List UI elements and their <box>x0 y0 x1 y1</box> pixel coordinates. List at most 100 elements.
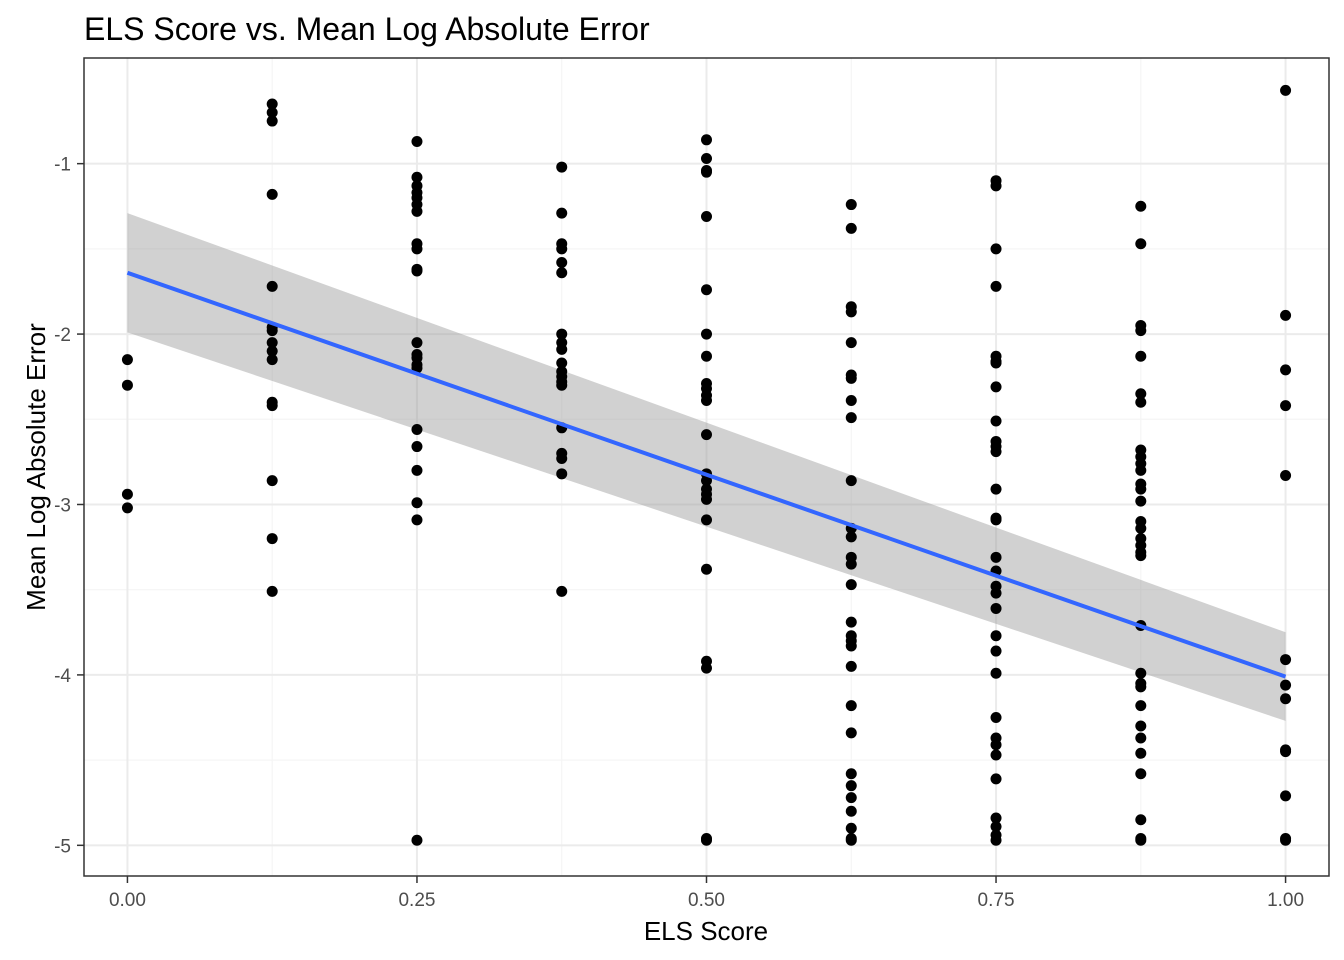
x-tick-label: 0.75 <box>978 890 1015 911</box>
data-point <box>990 483 1002 495</box>
data-point <box>556 267 568 279</box>
data-point <box>990 739 1002 751</box>
data-point <box>990 749 1002 761</box>
data-point <box>556 207 568 219</box>
data-point <box>266 98 278 110</box>
data-point <box>556 257 568 268</box>
data-point <box>411 265 423 277</box>
data-point <box>845 395 857 407</box>
data-point <box>411 834 423 846</box>
data-point <box>990 821 1002 833</box>
data-point <box>1280 693 1292 705</box>
data-point <box>556 243 568 255</box>
data-point <box>990 551 1002 563</box>
data-point <box>701 166 712 178</box>
data-point <box>1280 834 1292 846</box>
x-tick-label: 1.00 <box>1267 890 1304 911</box>
data-point <box>845 792 857 804</box>
data-point <box>266 475 278 487</box>
data-point <box>556 468 568 480</box>
y-tick-label: -2 <box>54 325 71 346</box>
data-point <box>845 412 857 424</box>
x-tick-label: 0.25 <box>398 890 435 911</box>
data-point <box>701 429 712 441</box>
x-tick-label: 0.00 <box>109 890 146 911</box>
data-point <box>1280 654 1292 666</box>
data-point <box>1135 396 1147 408</box>
data-point <box>411 424 423 436</box>
data-point <box>845 834 857 846</box>
y-tick-label: -4 <box>54 666 71 687</box>
data-point <box>990 712 1002 724</box>
y-tick-label: -1 <box>54 155 71 176</box>
data-point <box>1135 238 1147 250</box>
data-point <box>990 381 1002 393</box>
x-axis-title: ELS Score <box>644 916 768 946</box>
data-point <box>990 834 1002 846</box>
data-point <box>990 773 1002 785</box>
data-point <box>556 343 568 355</box>
y-tick-label: -3 <box>54 495 71 516</box>
data-point <box>1135 495 1147 507</box>
data-point <box>701 153 712 165</box>
data-point <box>701 395 712 407</box>
data-point <box>556 161 568 173</box>
chart-title: ELS Score vs. Mean Log Absolute Error <box>84 11 650 47</box>
data-point <box>411 514 423 526</box>
data-point <box>701 328 712 340</box>
data-point <box>845 337 857 349</box>
data-point <box>990 280 1002 292</box>
data-point <box>990 415 1002 427</box>
data-point <box>845 579 857 591</box>
data-point <box>845 616 857 628</box>
data-point <box>701 134 712 146</box>
data-point <box>411 243 423 255</box>
data-point <box>845 700 857 712</box>
data-point <box>556 452 568 464</box>
data-point <box>1135 325 1147 337</box>
data-point <box>266 345 278 357</box>
data-point <box>990 630 1002 642</box>
data-point <box>266 107 278 119</box>
data-point <box>266 337 278 349</box>
data-point <box>845 199 857 211</box>
data-point <box>266 400 278 412</box>
data-point <box>411 337 423 349</box>
data-point <box>701 210 712 222</box>
data-point <box>1135 732 1147 744</box>
data-point <box>1135 483 1147 495</box>
data-point <box>266 188 278 200</box>
data-point <box>266 325 278 337</box>
plot-panel <box>83 57 1330 877</box>
data-point <box>990 446 1002 458</box>
data-point <box>266 354 278 366</box>
data-point <box>1135 388 1147 400</box>
data-point <box>1280 309 1292 321</box>
data-point <box>701 662 712 674</box>
data-point <box>701 475 712 487</box>
data-point <box>266 585 278 597</box>
data-point <box>1135 700 1147 712</box>
data-point <box>1135 720 1147 732</box>
data-point <box>411 464 423 476</box>
data-point <box>845 475 857 487</box>
data-point <box>411 136 423 148</box>
data-point <box>701 493 712 505</box>
data-point <box>266 280 278 292</box>
data-point <box>411 441 423 453</box>
data-point <box>266 115 278 127</box>
data-point <box>556 585 568 597</box>
data-point <box>701 284 712 296</box>
data-point <box>411 497 423 509</box>
data-point <box>1135 814 1147 826</box>
data-point <box>701 514 712 526</box>
data-point <box>990 243 1002 255</box>
data-point <box>1135 667 1147 679</box>
data-point <box>701 350 712 362</box>
data-point <box>845 640 857 652</box>
data-point <box>990 357 1002 369</box>
data-point <box>990 587 1002 599</box>
data-point <box>1280 400 1292 412</box>
data-point <box>990 602 1002 614</box>
